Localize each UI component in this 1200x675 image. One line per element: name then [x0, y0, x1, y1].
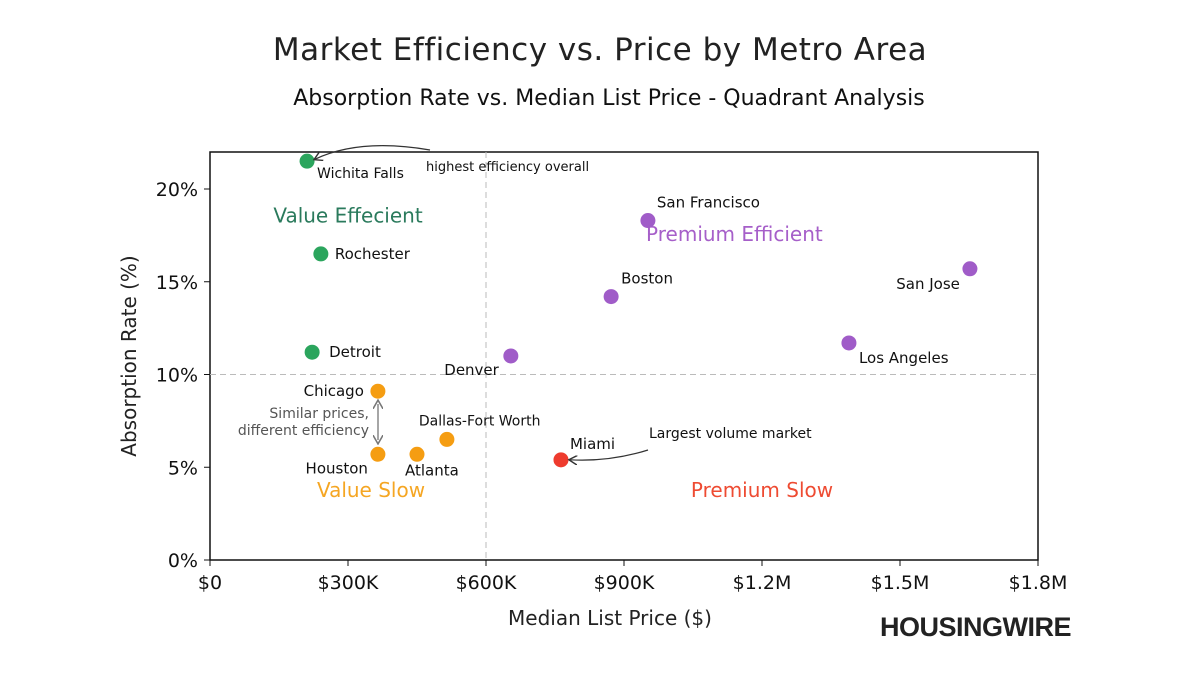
data-point: [962, 261, 978, 277]
y-tick-label: 20%: [156, 179, 198, 201]
x-tick-label: $600K: [456, 572, 517, 594]
y-tick-label: 10%: [156, 365, 198, 387]
annotation-arrow: [315, 145, 431, 160]
point-label: Boston: [621, 270, 673, 288]
point-label: Wichita Falls: [317, 166, 404, 182]
data-point: [299, 153, 315, 169]
quadrant-label: Premium Slow: [691, 478, 833, 502]
annotation-text: Similar prices,: [269, 406, 369, 422]
point-label: Los Angeles: [859, 349, 949, 367]
chart-subtitle: Absorption Rate vs. Median List Price - …: [293, 86, 925, 111]
point-label: Rochester: [335, 245, 411, 263]
point-label: Chicago: [304, 382, 364, 400]
point-label: Atlanta: [405, 461, 459, 479]
data-point: [640, 213, 656, 229]
data-point: [313, 246, 329, 262]
data-point: [841, 335, 857, 351]
x-tick-label: $300K: [318, 572, 379, 594]
annotation-text: different efficiency: [238, 423, 369, 439]
x-tick-label: $1.2M: [733, 572, 792, 594]
data-point: [503, 348, 519, 364]
point-label: Denver: [444, 361, 499, 379]
annotation-arrow: [570, 449, 649, 460]
y-axis-label: Absorption Rate (%): [117, 255, 141, 456]
quadrant-label: Value Effecient: [273, 203, 423, 227]
x-tick-label: $900K: [594, 572, 655, 594]
y-tick-label: 0%: [168, 550, 198, 572]
housingwire-logo: HOUSINGWIRE: [880, 612, 1072, 642]
data-point: [409, 446, 425, 462]
data-point: [370, 383, 386, 399]
point-label: Miami: [570, 435, 615, 453]
point-label: Dallas-Fort Worth: [419, 413, 541, 429]
quadrant-label: Value Slow: [317, 478, 425, 502]
point-label: Detroit: [329, 343, 381, 361]
x-axis-label: Median List Price ($): [508, 606, 712, 630]
x-tick-label: $0: [198, 572, 222, 594]
annotation-text: Largest volume market: [649, 426, 812, 442]
x-tick-label: $1.8M: [1009, 572, 1068, 594]
data-point: [304, 344, 320, 360]
y-tick-label: 15%: [156, 272, 198, 294]
chart-title: Market Efficiency vs. Price by Metro Are…: [272, 32, 928, 68]
data-point: [553, 452, 569, 468]
point-label: Houston: [306, 459, 368, 477]
quadrant-label: Premium Efficient: [646, 222, 823, 246]
x-tick-label: $1.5M: [871, 572, 930, 594]
point-label: San Francisco: [657, 194, 760, 212]
annotation-text: highest efficiency overall: [426, 160, 589, 175]
y-tick-label: 5%: [168, 457, 198, 479]
data-point: [370, 446, 386, 462]
data-point: [439, 431, 455, 447]
data-point: [603, 289, 619, 305]
point-label: San Jose: [896, 275, 960, 293]
